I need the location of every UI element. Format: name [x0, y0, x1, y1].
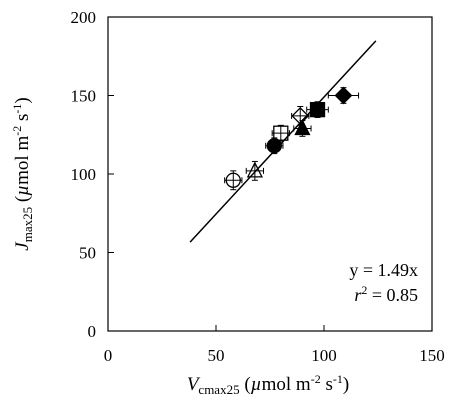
x-axis-unit-open: (: [240, 374, 251, 395]
y-axis-subscript: max25: [20, 207, 35, 242]
y-axis-unit-text: mol m: [12, 136, 33, 185]
open-circle-marker: [225, 172, 241, 188]
filled-triangle-marker: [294, 119, 311, 136]
data-point: [271, 124, 290, 142]
regression-equation: y = 1.49x: [349, 260, 418, 280]
x-axis-label: Vcmax25 (µmol m-2 s-1): [187, 372, 349, 397]
x-axis-unit-mid: s: [321, 374, 333, 395]
data-points: [224, 86, 360, 191]
x-axis-unit-sup2: -1: [333, 372, 343, 386]
open-triangle-marker: [246, 161, 263, 178]
x-tick-label: 150: [419, 346, 445, 365]
r-squared-sup: 2: [361, 283, 367, 297]
x-axis-subscript: cmax25: [198, 382, 239, 397]
x-axis-unit-text: mol m: [262, 374, 311, 395]
axis-ticks: 0 50 100 150 0 50 100 150 200: [71, 8, 445, 365]
r-squared-value: = 0.85: [367, 285, 418, 305]
x-tick-label: 50: [208, 346, 225, 365]
r-squared-label: r2 = 0.85: [354, 283, 418, 305]
x-axis-unit-close: ): [343, 374, 349, 395]
y-tick-label: 0: [88, 322, 97, 341]
filled-diamond-marker: [334, 86, 353, 105]
data-point: [306, 101, 329, 118]
filled-square-marker: [309, 101, 326, 118]
y-axis-label: Jmax25 (µmol m-2 s-1): [10, 97, 35, 250]
y-tick-label: 100: [71, 165, 97, 184]
x-axis-unit-sup1: -2: [311, 372, 321, 386]
x-tick-label: 100: [311, 346, 337, 365]
y-tick-label: 50: [79, 244, 96, 263]
y-axis-unit-close: ): [12, 97, 33, 103]
r-squared-symbol: r: [354, 285, 362, 305]
data-point: [293, 119, 312, 137]
x-axis-symbol: V: [187, 374, 201, 395]
data-point: [224, 170, 243, 191]
data-point: [327, 86, 360, 105]
y-tick-label: 200: [71, 8, 97, 27]
y-axis-unit-sup1: -2: [10, 126, 24, 136]
y-axis-unit-open: (: [12, 196, 33, 207]
x-tick-label: 0: [104, 346, 113, 365]
plot-frame: [107, 16, 433, 332]
y-axis-unit-mid: s: [12, 114, 33, 126]
y-axis-unit-sup2: -1: [10, 104, 24, 114]
data-point: [291, 105, 310, 126]
x-axis-unit-mu: µ: [251, 374, 262, 395]
open-diamond-marker: [291, 106, 310, 125]
y-tick-label: 150: [71, 87, 97, 106]
data-point: [245, 160, 265, 181]
open-square-marker: [273, 125, 289, 141]
plot-border: [107, 16, 433, 332]
y-axis-symbol: J: [12, 241, 33, 251]
y-axis-unit-mu: µ: [12, 185, 33, 196]
